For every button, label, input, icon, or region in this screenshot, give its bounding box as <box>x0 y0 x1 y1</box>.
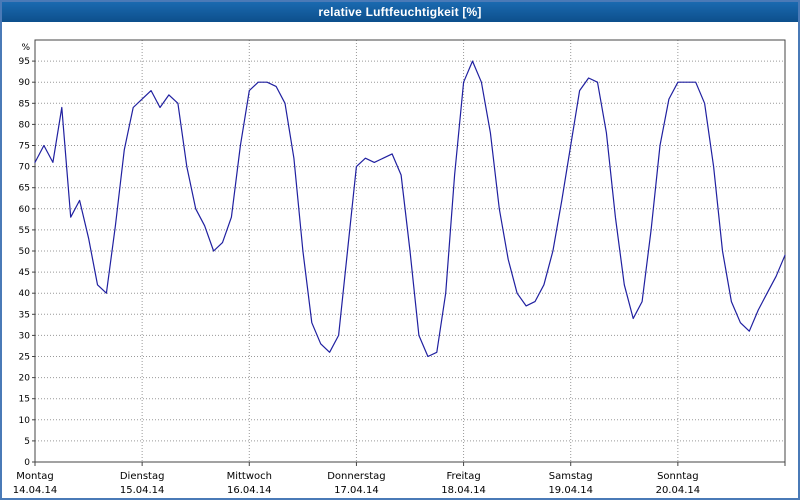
x-day-label: Mittwoch <box>227 471 272 482</box>
chart-title: relative Luftfeuchtigkeit [%] <box>318 5 482 19</box>
x-day-label: Donnerstag <box>327 471 385 482</box>
humidity-line-chart: 0 5 10 15 20 25 30 35 40 45 50 55 60 65 70 75 80 85 90 95% M… <box>13 39 786 496</box>
x-date-label: 18.04.14 <box>441 485 486 496</box>
chart-area: 0 5 10 15 20 25 30 35 40 45 50 55 60 65 70 75 80 85 90 95% M… <box>2 22 798 498</box>
y-tick-label: 50 <box>19 247 31 257</box>
x-date-label: 17.04.14 <box>334 485 379 496</box>
y-tick-label: 40 <box>19 289 31 299</box>
y-tick-label: 55 <box>19 226 30 236</box>
x-day-label: Samstag <box>549 471 593 482</box>
x-date-label: 19.04.14 <box>548 485 593 496</box>
humidity-series-line <box>34 60 786 358</box>
x-day-label: Sonntag <box>657 471 699 482</box>
y-tick-label: 10 <box>19 416 31 426</box>
y-tick-label: 25 <box>19 353 30 363</box>
y-tick-label: 95 <box>19 57 30 67</box>
y-tick-label: 90 <box>19 78 31 88</box>
y-tick-label: 75 <box>19 142 30 152</box>
y-tick-label: 45 <box>19 268 30 278</box>
x-day-label: Montag <box>16 471 53 482</box>
x-date-label: 16.04.14 <box>227 485 272 496</box>
x-day-label: Freitag <box>446 471 480 482</box>
y-tick-label: 80 <box>19 120 31 130</box>
y-tick-label: 60 <box>19 205 31 215</box>
x-date-label: 14.04.14 <box>13 485 58 496</box>
title-bar: relative Luftfeuchtigkeit [%] <box>2 2 798 22</box>
y-tick-label: 85 <box>19 99 30 109</box>
y-tick-label: 35 <box>19 310 30 320</box>
x-date-label: 20.04.14 <box>656 485 701 496</box>
y-tick-label: 5 <box>24 437 30 447</box>
y-tick-label: 30 <box>19 331 31 341</box>
y-tick-label: 70 <box>19 163 31 173</box>
y-axis-unit-label: % <box>21 43 30 53</box>
y-tick-label: 0 <box>24 458 30 468</box>
y-tick-label: 15 <box>19 395 30 405</box>
x-date-label: 15.04.14 <box>120 485 165 496</box>
y-tick-label: 20 <box>19 374 31 384</box>
y-tick-label: 65 <box>19 184 30 194</box>
x-day-label: Dienstag <box>120 471 165 482</box>
